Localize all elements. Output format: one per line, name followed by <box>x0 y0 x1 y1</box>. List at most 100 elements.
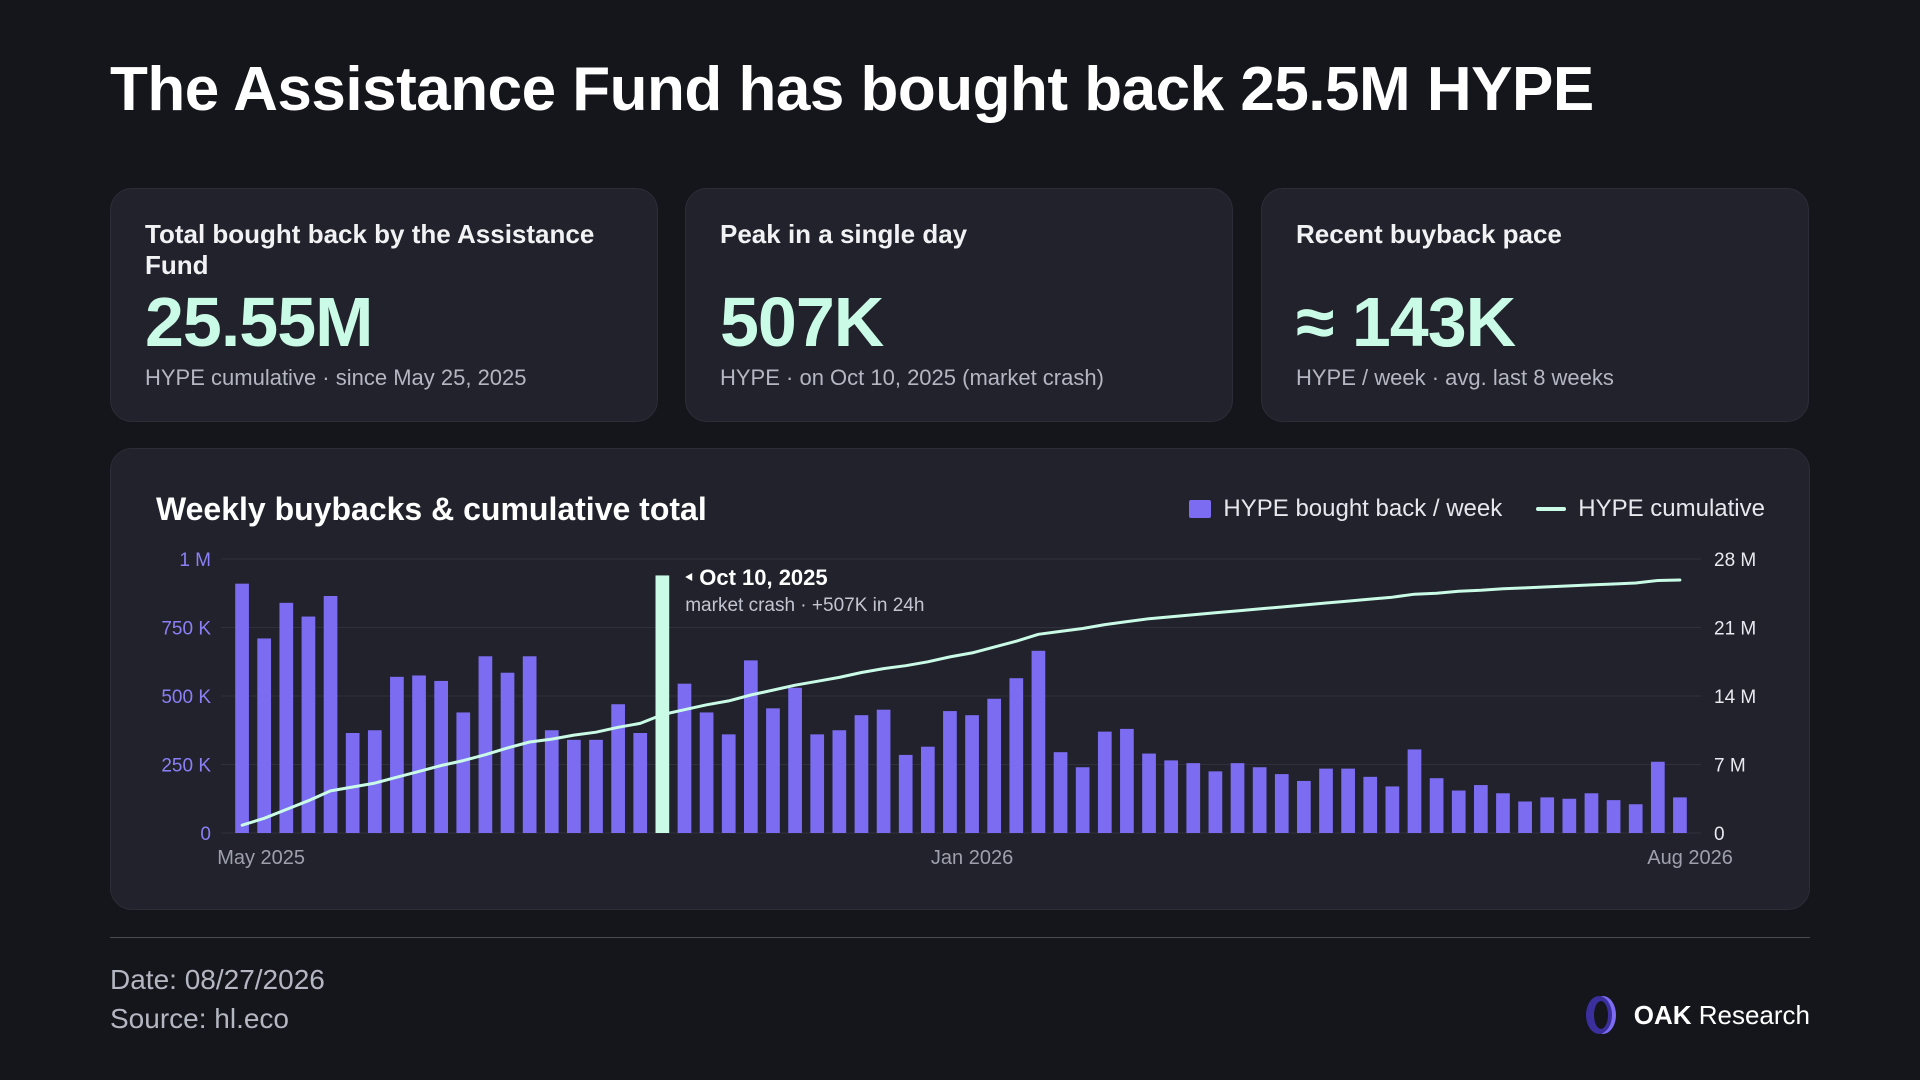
highlight-bar <box>655 575 670 833</box>
oak-logo-icon <box>1585 996 1616 1034</box>
bar <box>412 675 426 833</box>
bar <box>987 698 1002 833</box>
bar <box>589 739 603 833</box>
bar <box>567 739 581 833</box>
bar <box>1407 749 1422 833</box>
chart-legend: HYPE bought back / week HYPE cumulative <box>1189 495 1765 523</box>
stat-card-peak: Peak in a single day 507K HYPE · on Oct … <box>685 188 1233 422</box>
page-title: The Assistance Fund has bought back 25.5… <box>110 55 1594 124</box>
stat-card-value: ≈ 143K <box>1296 283 1516 361</box>
stat-card-label: Peak in a single day <box>720 219 968 249</box>
brand-name: OAK Research <box>1634 1000 1810 1031</box>
bar <box>788 687 802 833</box>
bar <box>1230 763 1245 833</box>
chart-title: Weekly buybacks & cumulative total <box>156 491 707 527</box>
bar <box>1319 768 1333 833</box>
bar <box>345 732 360 833</box>
x-axis-tick-label: Jan 2026 <box>931 847 1013 869</box>
bar <box>943 711 957 833</box>
bar <box>434 680 449 833</box>
bar <box>766 708 780 833</box>
bar <box>854 715 869 833</box>
bar <box>1120 728 1134 833</box>
cumulative-line <box>240 578 1682 827</box>
bar <box>743 660 758 833</box>
brand-name-rest: Research <box>1691 999 1810 1030</box>
left-axis-tick-label: 500 K <box>161 687 211 708</box>
left-axis-tick-label: 0 <box>200 824 211 845</box>
bar <box>1075 767 1090 833</box>
bar <box>478 656 493 833</box>
stat-card-subtitle: HYPE · on Oct 10, 2025 (market crash) <box>720 365 1104 390</box>
left-axis-tick-label: 750 K <box>161 619 211 640</box>
stat-card-value: 25.55M <box>145 283 373 361</box>
bar <box>301 616 316 833</box>
bar <box>456 712 471 833</box>
bar <box>1429 778 1444 833</box>
bar <box>898 754 913 833</box>
bar <box>1186 763 1201 833</box>
legend-item-line: HYPE cumulative <box>1536 495 1765 523</box>
bar <box>721 734 736 833</box>
stat-card-subtitle: HYPE / week · avg. last 8 weeks <box>1296 365 1614 390</box>
bar <box>920 746 935 833</box>
bar <box>1562 798 1577 833</box>
bar <box>1341 768 1355 833</box>
bar <box>257 638 272 833</box>
right-axis-tick-label: 7 M <box>1714 756 1746 777</box>
bar <box>1031 650 1046 833</box>
right-axis-tick-label: 21 M <box>1714 619 1756 640</box>
bar <box>1518 801 1532 833</box>
legend-item-bars: HYPE bought back / week <box>1189 495 1502 523</box>
brand-name-bold: OAK <box>1633 999 1692 1030</box>
bar <box>1208 771 1223 833</box>
bar <box>876 709 891 833</box>
bar <box>611 704 625 833</box>
bar <box>1297 780 1311 833</box>
bar <box>965 715 979 833</box>
stat-card-label: Total bought back by the Assistance Fund <box>145 219 595 280</box>
bar <box>832 730 847 833</box>
bar <box>1142 753 1156 833</box>
x-axis-tick-label: May 2025 <box>217 847 305 869</box>
bar <box>810 734 825 833</box>
right-axis-tick-label: 0 <box>1714 824 1725 845</box>
bar <box>1673 797 1687 833</box>
brand: OAK Research <box>1582 994 1810 1036</box>
bar <box>1473 785 1488 833</box>
footer-source: Source: hl.eco <box>110 1003 289 1034</box>
stat-card-pace: Recent buyback pace ≈ 143K HYPE / week ·… <box>1261 188 1809 422</box>
bar <box>1628 804 1643 833</box>
bar <box>1252 767 1267 833</box>
bar <box>1097 731 1112 833</box>
bar <box>522 656 537 833</box>
bar <box>1451 790 1466 833</box>
bar <box>235 583 249 833</box>
legend-bar-swatch-icon <box>1189 500 1212 518</box>
bar <box>1053 752 1068 833</box>
legend-label-line: HYPE cumulative <box>1578 495 1765 522</box>
bar <box>1584 793 1599 833</box>
stat-card-total: Total bought back by the Assistance Fund… <box>110 188 658 422</box>
annotation-subtitle: market crash · +507K in 24h <box>685 595 924 616</box>
stat-card-value: 507K <box>720 283 884 361</box>
bar <box>1496 793 1510 833</box>
left-axis-tick-label: 250 K <box>161 756 211 777</box>
x-axis-tick-label: Aug 2026 <box>1647 847 1733 869</box>
right-axis-tick-label: 14 M <box>1714 687 1756 708</box>
bar <box>1385 786 1400 833</box>
annotation-pointer-icon <box>685 573 693 581</box>
bar <box>1540 797 1555 833</box>
bar <box>544 730 559 833</box>
bar <box>1363 776 1378 833</box>
bar <box>1164 760 1179 833</box>
bar <box>699 712 714 833</box>
bar <box>633 732 648 833</box>
bar <box>390 676 404 833</box>
legend-line-swatch-icon <box>1536 507 1567 511</box>
chart-panel: 0 250 K 500 K 750 K 1 M 0 7 M 14 M 21 M 28 M May 2… <box>110 448 1810 910</box>
bar <box>279 602 294 833</box>
stat-card-subtitle: HYPE cumulative · since May 25, 2025 <box>145 365 527 390</box>
legend-label-bars: HYPE bought back / week <box>1223 495 1503 522</box>
bar <box>1650 761 1665 833</box>
